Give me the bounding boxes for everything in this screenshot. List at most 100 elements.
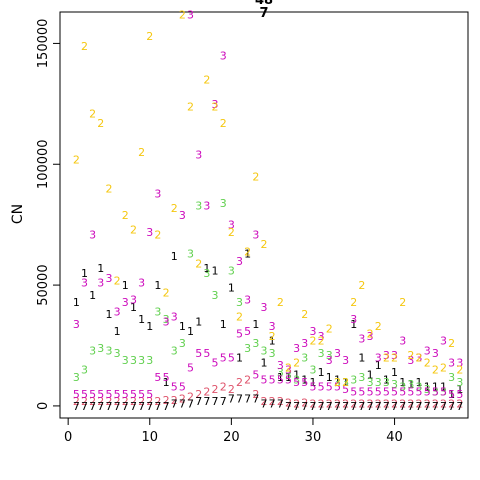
data-point-label: 2 xyxy=(220,117,227,130)
data-point-label: 2 xyxy=(81,40,88,53)
data-point-label: 3 xyxy=(179,209,186,222)
data-point-label: 2 xyxy=(212,383,219,396)
data-point-label: 5 xyxy=(228,352,235,365)
data-point-label: 2 xyxy=(399,296,406,309)
data-point-label: 2 xyxy=(203,385,210,398)
data-point-label: 3 xyxy=(244,342,251,355)
data-point-label: 5 xyxy=(367,385,374,398)
data-point-label: 1 xyxy=(269,335,276,348)
data-point-label: 3 xyxy=(358,332,365,345)
data-point-label: 1 xyxy=(236,352,243,365)
data-point-label: 1 xyxy=(285,371,292,384)
data-point-label: 1 xyxy=(97,262,104,275)
data-point-label: 5 xyxy=(146,388,153,401)
data-point-label: 2 xyxy=(130,224,137,237)
data-point-label: 7 xyxy=(432,400,439,413)
data-point-label: 5 xyxy=(212,356,219,369)
data-point-label: 1 xyxy=(81,267,88,280)
data-point-label: 3 xyxy=(440,385,447,398)
data-point-label: 1 xyxy=(114,325,121,338)
data-point-label: 3 xyxy=(138,277,145,290)
data-point-label: 3 xyxy=(228,265,235,278)
data-point-label: 3 xyxy=(285,364,292,377)
data-point-label: 5 xyxy=(358,385,365,398)
data-point-label: 5 xyxy=(456,388,463,401)
data-point-label: 5 xyxy=(203,347,210,360)
data-point-label: 3 xyxy=(220,50,227,63)
data-point-label: 3 xyxy=(416,381,423,394)
data-point-label: 3 xyxy=(375,352,382,365)
data-point-label: 7 xyxy=(309,400,316,413)
data-point-label: 3 xyxy=(391,349,398,362)
y-axis: 0 50000 100000 150000 xyxy=(36,19,60,410)
data-point-label: 2 xyxy=(407,398,414,411)
data-point-label: 1 xyxy=(195,315,202,328)
data-point-label: 5 xyxy=(391,385,398,398)
data-point-label: 7 xyxy=(391,400,398,413)
data-point-label: 3 xyxy=(342,376,349,389)
data-point-label: 3 xyxy=(130,354,137,367)
data-point-label: 1 xyxy=(358,352,365,365)
data-point-label: 7 xyxy=(236,393,243,406)
data-point-label: 2 xyxy=(334,398,341,411)
data-point-label: 1 xyxy=(407,378,414,391)
data-point-label: 3 xyxy=(456,376,463,389)
data-point-label: 7 xyxy=(138,400,145,413)
data-point-label: 2 xyxy=(105,395,112,408)
data-point-label: 2 xyxy=(236,311,243,324)
data-point-label: 3 xyxy=(171,344,178,357)
data-point-label: 3 xyxy=(416,352,423,365)
data-point-label: 3 xyxy=(89,344,96,357)
data-point-label: 3 xyxy=(261,344,268,357)
data-point-label: 5 xyxy=(195,347,202,360)
data-point-label: 3 xyxy=(424,383,431,396)
data-point-label: 2 xyxy=(187,100,194,113)
data-point-label: 3 xyxy=(146,354,153,367)
data-point-label: 3 xyxy=(195,199,202,212)
data-point-label: 5 xyxy=(220,352,227,365)
data-point-label: 3 xyxy=(203,267,210,280)
data-point-label: 2 xyxy=(179,393,186,406)
data-point-label: 3 xyxy=(114,306,121,319)
data-point-label: 2 xyxy=(301,308,308,321)
data-point-label: 7 xyxy=(81,400,88,413)
data-point-label: 1 xyxy=(261,356,268,369)
data-point-label: 2 xyxy=(220,381,227,394)
data-point-label: 1 xyxy=(375,359,382,372)
data-point-label: 3 xyxy=(440,335,447,348)
data-point-label: 3 xyxy=(212,98,219,111)
data-point-label: 5 xyxy=(97,388,104,401)
data-point-label: 3 xyxy=(122,296,129,309)
data-point-label: 1 xyxy=(416,376,423,389)
data-point-label: 1 xyxy=(391,366,398,379)
x-tick-label: 0 xyxy=(64,430,72,445)
data-point-label: 5 xyxy=(293,376,300,389)
data-point-label: 3 xyxy=(97,342,104,355)
data-point-label: 2 xyxy=(154,395,161,408)
data-point-label: 7 xyxy=(195,395,202,408)
y-tick-label: 100000 xyxy=(36,139,51,189)
data-point-label: 2 xyxy=(383,398,390,411)
data-point-label: 2 xyxy=(81,395,88,408)
data-point-label: 1 xyxy=(342,376,349,389)
data-point-label: 3 xyxy=(448,371,455,384)
data-point-label: 3 xyxy=(81,277,88,290)
data-point-label: 3 xyxy=(97,277,104,290)
data-point-label: 2 xyxy=(105,182,112,195)
data-point-label: 1 xyxy=(424,381,431,394)
data-point-label: 7 xyxy=(269,398,276,411)
data-point-label: 2 xyxy=(342,398,349,411)
data-point-label: 7 xyxy=(375,400,382,413)
data-point-label: 3 xyxy=(244,294,251,307)
data-point-label: 3 xyxy=(399,381,406,394)
data-point-label: 2 xyxy=(358,398,365,411)
data-point-label: 2 xyxy=(416,398,423,411)
data-point-label: 2 xyxy=(448,337,455,350)
data-point-label: 7 xyxy=(89,400,96,413)
data-point-label: 3 xyxy=(154,187,161,200)
data-point-label: 7 xyxy=(407,400,414,413)
data-point-label: 5 xyxy=(73,388,80,401)
data-point-label: 3 xyxy=(309,325,316,338)
data-point-label: 7 xyxy=(105,400,112,413)
